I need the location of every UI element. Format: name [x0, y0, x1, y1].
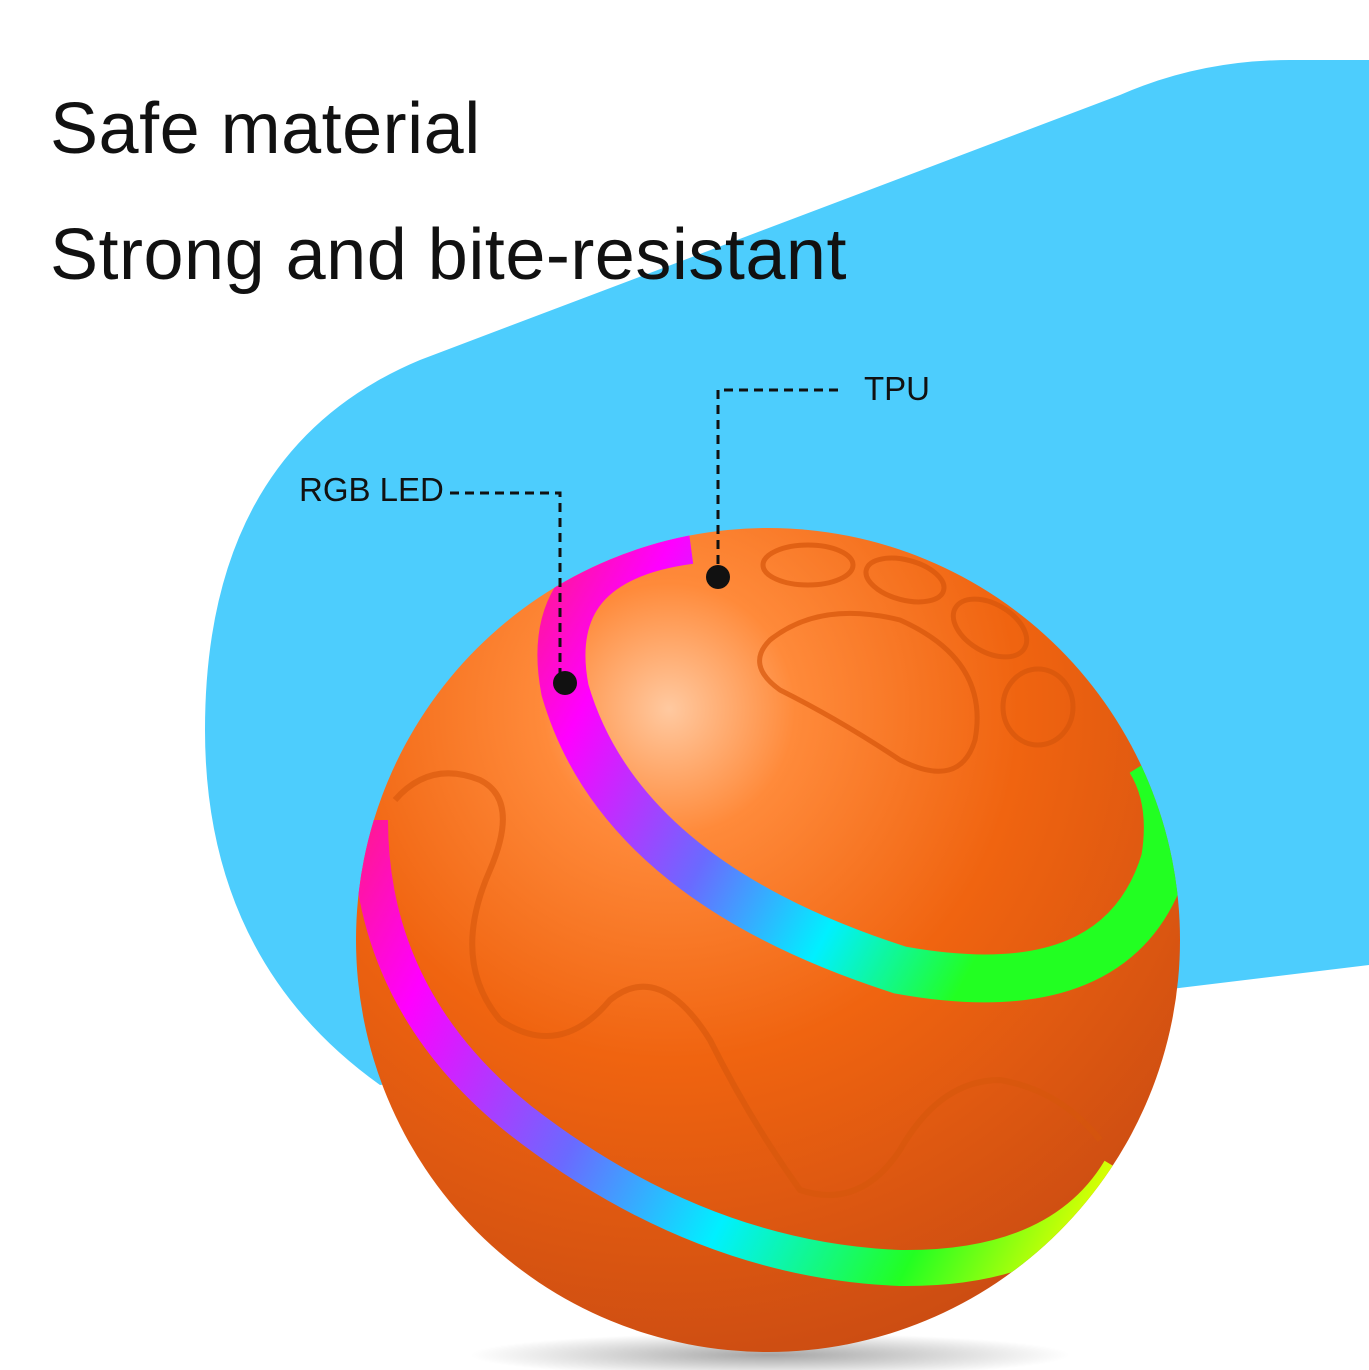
led-band-lower — [356, 819, 1136, 1287]
headline-line-2: Strong and bite-resistant — [50, 215, 847, 295]
wave-pattern — [392, 770, 1103, 1198]
led-band-upper — [537, 528, 1180, 1003]
headline-line-1: Safe material — [50, 89, 481, 169]
callout-label-tpu: TPU — [864, 370, 930, 407]
callout-led-dot — [553, 671, 577, 695]
paw-print-icon — [757, 542, 1076, 774]
callout-tpu-dot — [706, 565, 730, 589]
callout-tpu-line — [716, 388, 838, 577]
callout-led-line — [450, 491, 562, 683]
callout-label-rgb-led: RGB LED — [299, 471, 444, 508]
